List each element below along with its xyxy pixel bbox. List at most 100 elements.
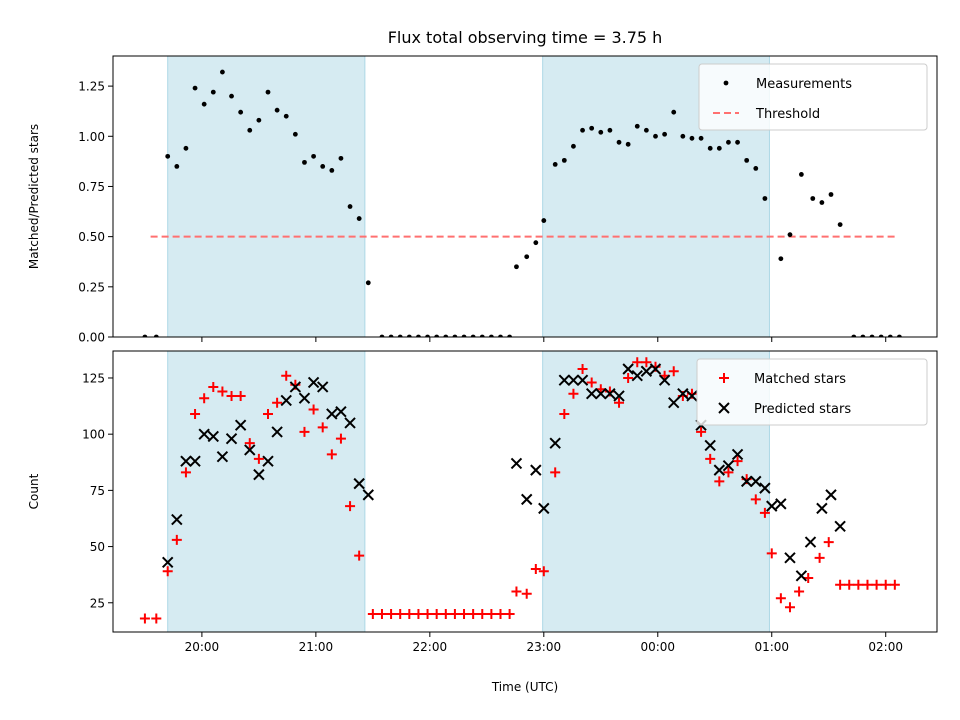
matched-stars-point bbox=[632, 357, 643, 368]
measurements-point bbox=[338, 155, 344, 161]
matched-stars-point bbox=[835, 579, 846, 590]
measurements-point bbox=[680, 133, 686, 139]
matched-stars-point bbox=[217, 386, 228, 397]
matched-stars-point bbox=[413, 609, 424, 620]
y-tick-label: 0.75 bbox=[78, 180, 105, 194]
measurements-point bbox=[406, 334, 412, 337]
x-tick-label: 00:00 bbox=[640, 640, 675, 654]
measurements-point bbox=[653, 133, 658, 139]
matched-stars-point bbox=[139, 613, 150, 624]
matched-stars-point bbox=[308, 404, 319, 415]
predicted-stars-point bbox=[189, 455, 201, 467]
measurements-point bbox=[598, 129, 604, 135]
y-tick-label: 75 bbox=[90, 484, 105, 498]
measurements-point bbox=[698, 135, 704, 141]
measurements-point bbox=[142, 334, 148, 337]
predicted-stars-point bbox=[530, 464, 542, 476]
predicted-stars-point bbox=[775, 498, 787, 510]
measurements-point bbox=[778, 256, 784, 262]
matched-stars-point bbox=[171, 534, 182, 545]
matched-stars-point bbox=[272, 397, 283, 408]
measurements-point bbox=[762, 196, 768, 201]
matched-stars-point bbox=[440, 609, 451, 620]
predicted-stars-point bbox=[784, 552, 796, 564]
matched-stars-point bbox=[386, 609, 397, 620]
matched-stars-point bbox=[299, 426, 310, 437]
predicted-stars-point bbox=[686, 390, 698, 402]
matched-stars-point bbox=[559, 408, 570, 419]
predicted-stars-point bbox=[750, 475, 762, 488]
measurements-point bbox=[616, 139, 622, 145]
measurements-point bbox=[878, 334, 884, 337]
measurements-point bbox=[256, 117, 262, 123]
legend-label-threshold: Threshold bbox=[755, 107, 820, 122]
matched-stars-point bbox=[208, 381, 219, 392]
ratio-data-layer bbox=[142, 69, 902, 337]
matched-stars-point bbox=[495, 609, 506, 620]
measurements-point bbox=[274, 107, 280, 113]
matched-stars-point bbox=[345, 501, 356, 512]
matched-stars-point bbox=[404, 609, 415, 620]
predicted-stars-point bbox=[262, 455, 274, 467]
matched-stars-point bbox=[235, 390, 246, 401]
legend-box bbox=[696, 358, 928, 426]
y-tick-label: 0.00 bbox=[78, 331, 105, 345]
y-tick-label: 125 bbox=[82, 371, 105, 385]
matched-stars-point bbox=[696, 426, 707, 437]
predicted-stars-point bbox=[298, 392, 311, 404]
matched-stars-point bbox=[244, 438, 255, 449]
x-tick-label: 02:00 bbox=[868, 640, 903, 654]
measurements-point bbox=[388, 334, 394, 337]
measurements-point bbox=[165, 153, 171, 159]
measurements-point bbox=[470, 334, 476, 337]
y-tick-label: 50 bbox=[90, 540, 105, 554]
matched-stars-point bbox=[504, 609, 515, 620]
measurements-point bbox=[662, 131, 668, 137]
legend-label-measurements: Measurements bbox=[756, 77, 852, 92]
predicted-stars-point bbox=[713, 464, 726, 476]
measurements-point bbox=[507, 334, 513, 337]
measurements-point bbox=[726, 139, 731, 145]
measurements-point bbox=[671, 109, 677, 115]
y-tick-label: 1.00 bbox=[78, 130, 105, 144]
measurements-point bbox=[837, 222, 843, 228]
ratio-legend: Measurements Threshold bbox=[698, 63, 928, 131]
measurements-point bbox=[744, 157, 750, 163]
ratio-shaded-region-1 bbox=[167, 56, 365, 337]
predicted-stars-point bbox=[740, 475, 753, 488]
predicted-stars-point bbox=[816, 502, 828, 515]
legend-marker-predicted-stars bbox=[718, 402, 730, 414]
ratio-panel: 0.00 0.25 0.50 0.75 1.00 1.25 Matched/Predicte… bbox=[27, 55, 938, 345]
matched-stars-point bbox=[190, 408, 201, 419]
matched-stars-point bbox=[568, 388, 579, 399]
predicted-stars-point bbox=[307, 376, 320, 389]
matched-stars-point bbox=[162, 566, 173, 577]
matched-stars-point bbox=[862, 579, 873, 590]
matched-stars-point bbox=[705, 453, 716, 464]
matched-stars-point bbox=[468, 609, 479, 620]
measurements-point bbox=[238, 109, 244, 115]
measurements-point bbox=[183, 145, 189, 151]
ratio-axes-frame bbox=[112, 55, 938, 338]
matched-stars-point bbox=[714, 476, 725, 487]
measurements-point bbox=[329, 168, 335, 173]
measurements-point bbox=[283, 113, 289, 119]
matched-stars-point bbox=[766, 548, 777, 559]
legend-marker-matched-stars bbox=[719, 373, 729, 383]
measurements-point bbox=[479, 334, 485, 337]
matched-stars-point bbox=[641, 357, 652, 368]
predicted-stars-point bbox=[595, 388, 607, 400]
measurements-point bbox=[443, 334, 449, 337]
matched-stars-point bbox=[844, 579, 855, 590]
measurements-point bbox=[552, 161, 558, 167]
x-tick-label: 20:00 bbox=[185, 640, 220, 654]
measurements-point bbox=[580, 127, 585, 133]
measurements-point bbox=[153, 334, 159, 337]
measurements-point bbox=[514, 264, 519, 270]
matched-stars-point bbox=[794, 586, 805, 597]
count-panel: 20:00 21:00 22:00 23:00 00:00 01:00 02:00 25 50 7… bbox=[27, 350, 938, 654]
measurements-point bbox=[365, 280, 371, 286]
matched-stars-point bbox=[367, 609, 378, 620]
measurements-point bbox=[452, 334, 458, 337]
x-tick-label: 22:00 bbox=[413, 640, 448, 654]
